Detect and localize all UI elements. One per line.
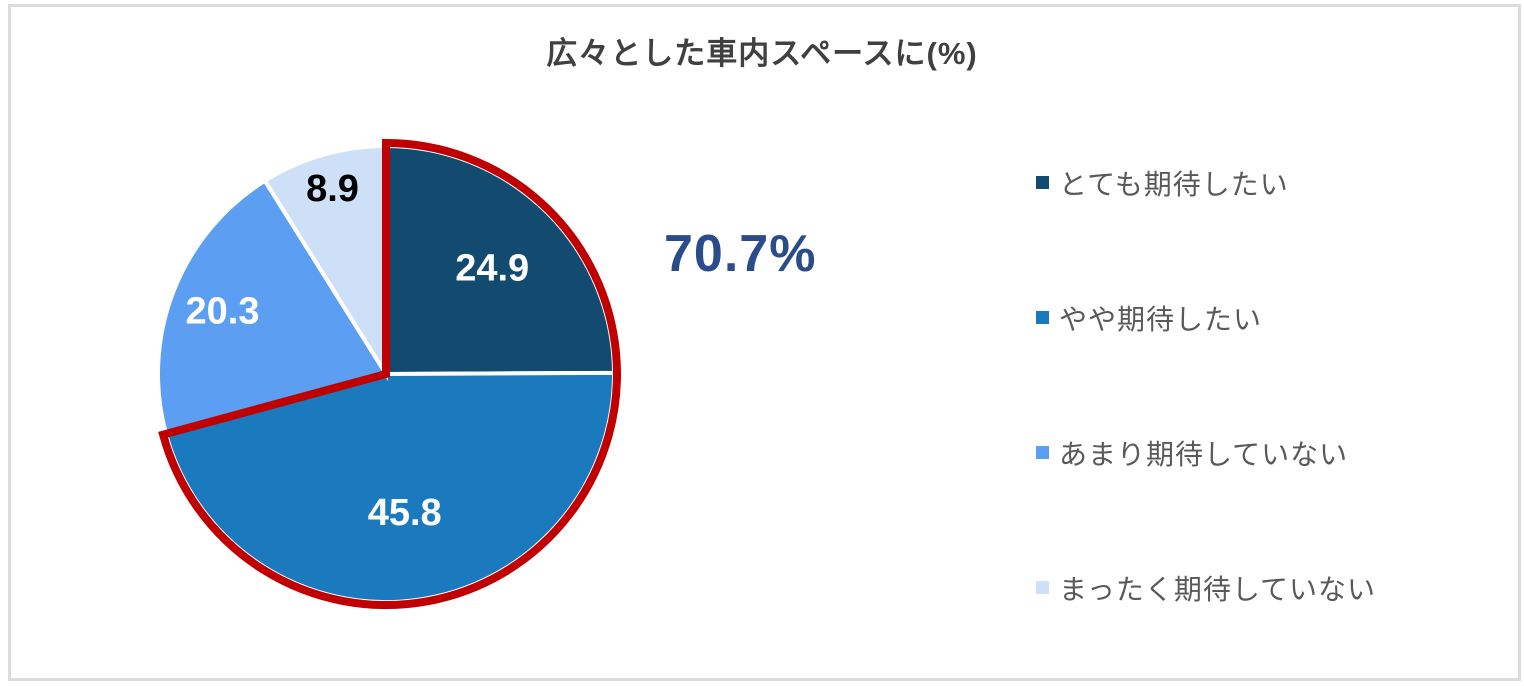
data-label-3: 8.9 bbox=[306, 168, 359, 210]
legend-marker-icon bbox=[1036, 311, 1049, 324]
data-label-2: 20.3 bbox=[186, 290, 260, 332]
legend-item-label: まったく期待していない bbox=[1059, 573, 1377, 605]
highlight-outline bbox=[158, 138, 621, 609]
legend: とても期待したい やや期待したい あまり期待していない まったく期待していない bbox=[1036, 160, 1376, 686]
pie-slice-3[interactable] bbox=[262, 143, 388, 381]
legend-item-amari[interactable]: あまり期待していない bbox=[1036, 430, 1376, 475]
legend-item-label: あまり期待していない bbox=[1059, 438, 1349, 470]
highlight-percentage: 70.7% bbox=[664, 225, 817, 283]
chart-title: 広々とした車内スペースに(%) bbox=[546, 36, 978, 71]
data-label-1: 45.8 bbox=[368, 492, 442, 534]
legend-marker-icon bbox=[1036, 581, 1049, 594]
legend-item-mattaku[interactable]: まったく期待していない bbox=[1036, 565, 1376, 610]
pie-slice-2[interactable] bbox=[155, 178, 390, 437]
legend-marker-icon bbox=[1036, 176, 1049, 189]
legend-item-yaya[interactable]: やや期待したい bbox=[1036, 295, 1376, 340]
legend-item-label: とても期待したい bbox=[1059, 168, 1289, 200]
data-label-0: 24.9 bbox=[455, 248, 529, 290]
legend-item-totemo[interactable]: とても期待したい bbox=[1036, 160, 1376, 205]
legend-marker-icon bbox=[1036, 446, 1049, 459]
legend-item-label: やや期待したい bbox=[1059, 303, 1263, 335]
